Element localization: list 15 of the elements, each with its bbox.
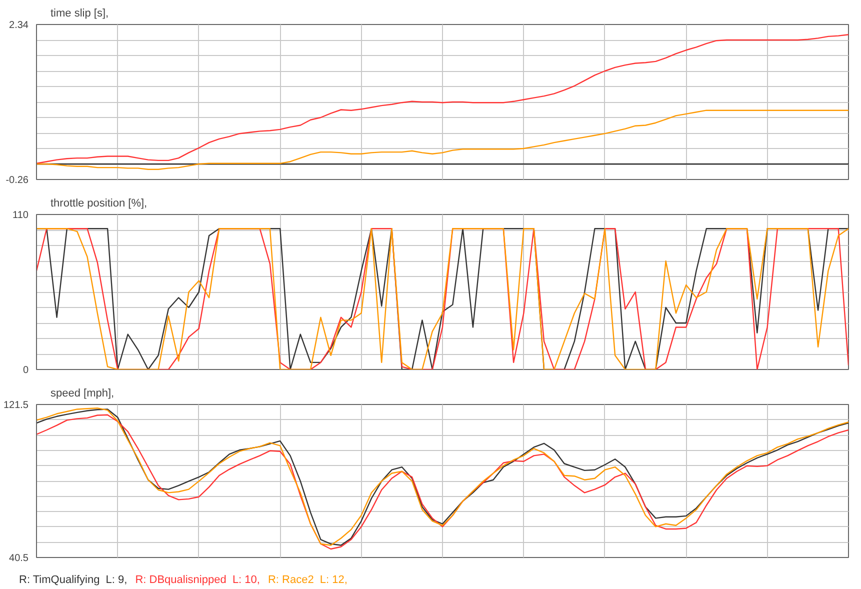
y-tick-label: 0 [22, 365, 29, 376]
line-series [36, 34, 848, 164]
y-tick-label: 2.34 [9, 20, 29, 31]
y-tick-label: 121.5 [3, 400, 29, 411]
chart-title: time slip [s], [50, 8, 109, 20]
line-series [36, 110, 848, 170]
y-tick-label: -0.26 [6, 175, 29, 186]
chart-title: speed [mph], [50, 388, 114, 400]
y-tick-label: 110 [12, 210, 29, 221]
text: R: TimQualifying L: 9, [19, 574, 128, 586]
text: R: Race2 L: 12, [268, 574, 348, 586]
chart-title: throttle position [%], [50, 198, 148, 210]
line-series [36, 228, 848, 370]
y-tick-label: 40.5 [9, 553, 29, 564]
text: R: DBqualisnipped L: 10, [135, 574, 260, 586]
